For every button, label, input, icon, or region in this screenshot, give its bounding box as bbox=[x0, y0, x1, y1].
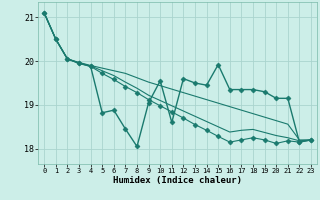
X-axis label: Humidex (Indice chaleur): Humidex (Indice chaleur) bbox=[113, 176, 242, 185]
